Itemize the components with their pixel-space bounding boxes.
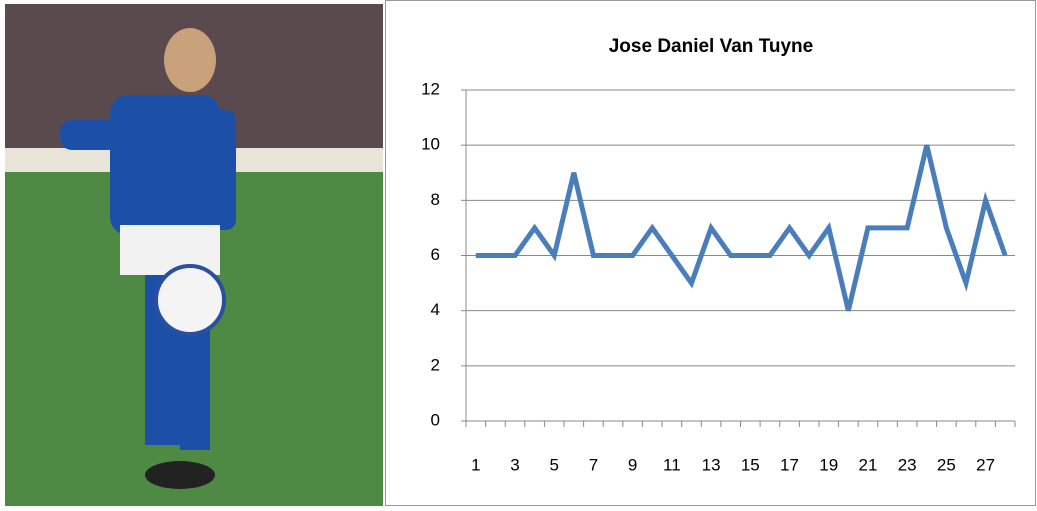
y-tick-label: 2 bbox=[431, 355, 440, 374]
x-tick-label: 3 bbox=[510, 455, 519, 474]
x-tick-label: 21 bbox=[858, 455, 877, 474]
x-tick-label: 23 bbox=[898, 455, 917, 474]
y-tick-label: 8 bbox=[431, 190, 440, 209]
x-tick-label: 27 bbox=[976, 455, 995, 474]
y-tick-label: 6 bbox=[431, 245, 440, 264]
x-tick-label: 7 bbox=[589, 455, 598, 474]
x-tick-label: 25 bbox=[937, 455, 956, 474]
chart-title: Jose Daniel Van Tuyne bbox=[609, 36, 814, 57]
x-tick-label: 11 bbox=[663, 455, 681, 474]
x-tick-label: 15 bbox=[741, 455, 760, 474]
x-tick-label: 5 bbox=[549, 455, 558, 474]
y-tick-label: 0 bbox=[431, 410, 440, 429]
photo bbox=[5, 4, 383, 506]
x-tick-label: 1 bbox=[471, 455, 480, 474]
y-tick-label: 4 bbox=[431, 300, 440, 319]
y-tick-label: 12 bbox=[421, 79, 440, 98]
x-tick-label: 19 bbox=[819, 455, 838, 474]
x-tick-label: 13 bbox=[702, 455, 721, 474]
x-tick-label: 17 bbox=[780, 455, 799, 474]
x-tick-label: 9 bbox=[628, 455, 637, 474]
series-line bbox=[475, 144, 1008, 312]
y-tick-label: 10 bbox=[421, 135, 440, 154]
